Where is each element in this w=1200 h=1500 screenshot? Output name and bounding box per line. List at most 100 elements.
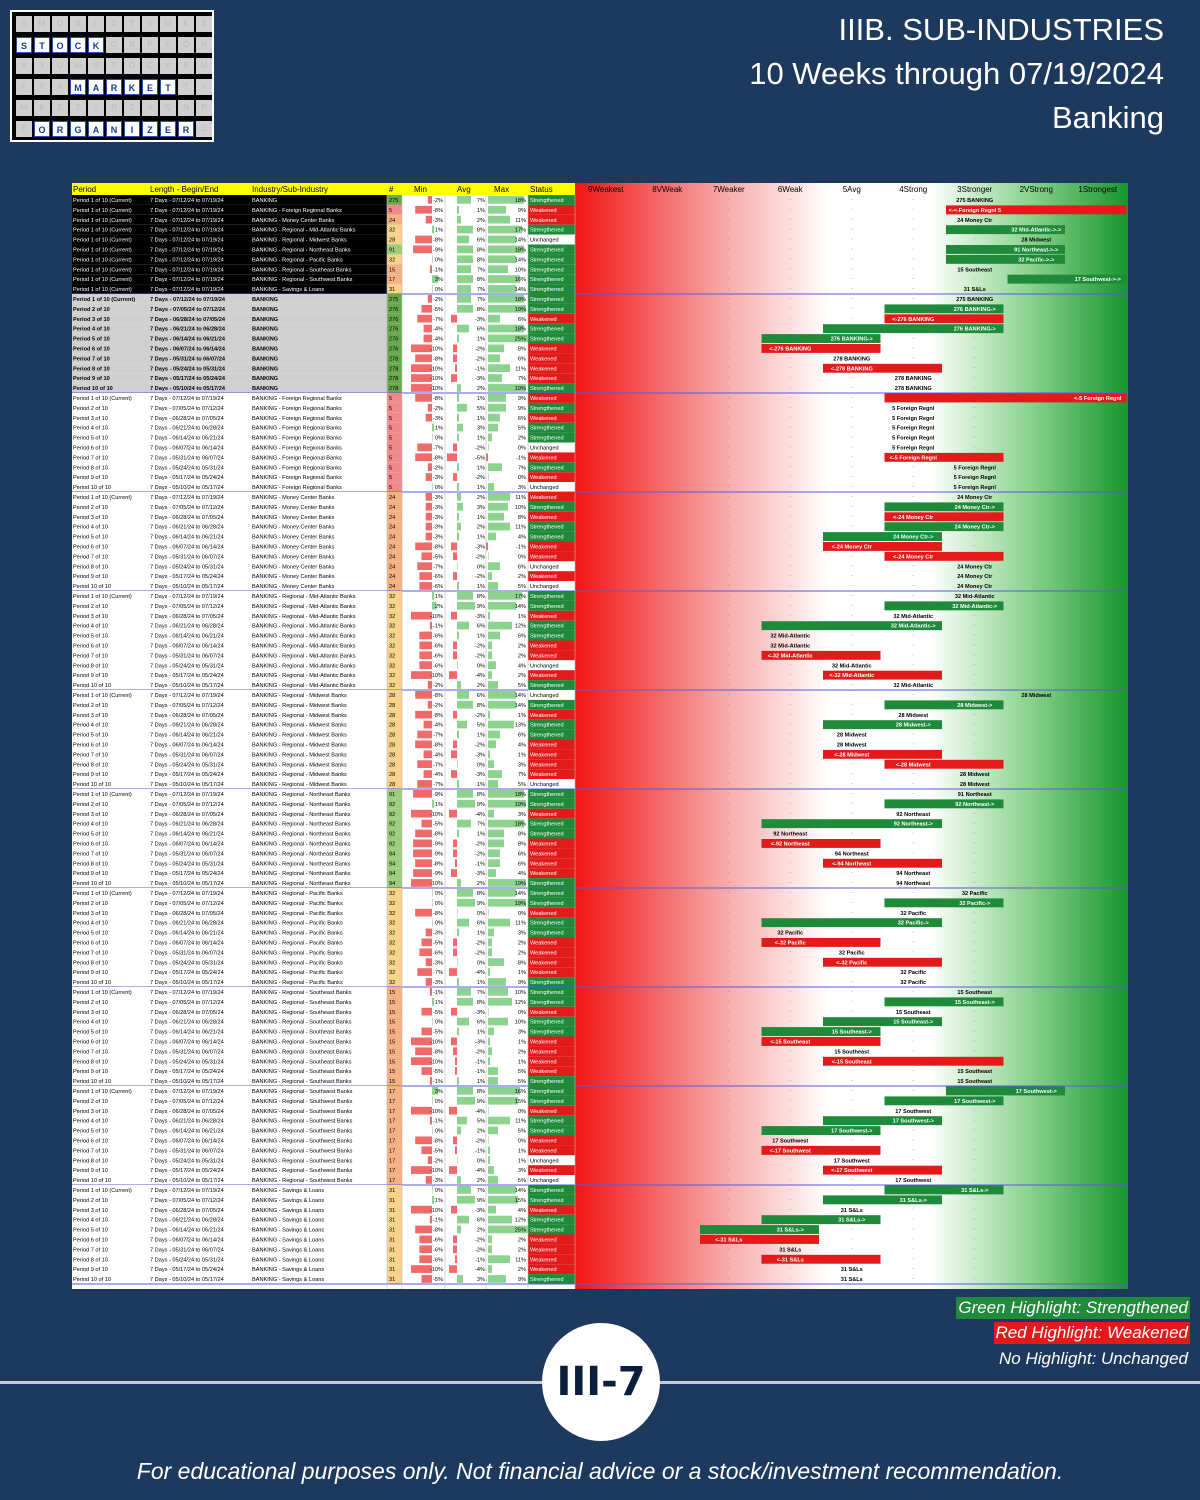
avg-text: -1% (475, 861, 485, 867)
status-cell (528, 1244, 575, 1255)
grid-dot (974, 882, 976, 883)
period-cell: Period 3 of 10 (73, 416, 108, 422)
count-cell (387, 531, 402, 542)
grid-dot (851, 634, 853, 636)
grid-dot (974, 426, 976, 428)
status-cell (528, 264, 575, 275)
grid-dot (974, 812, 976, 814)
logo-filler: G (106, 37, 122, 53)
avg-text: -2% (475, 653, 485, 659)
industry-cell: BANKING - Regional - Southeast Banks (252, 1079, 352, 1085)
count-text: 17 (389, 1119, 395, 1125)
status-text: Strengthened (530, 832, 564, 838)
logo-filler: K (178, 16, 194, 32)
grid-dot (728, 684, 730, 685)
max-bar (488, 661, 496, 669)
grid-dot (605, 703, 607, 705)
avg-bar (457, 245, 473, 254)
grid-dot (912, 1030, 914, 1032)
grid-dot (974, 1159, 976, 1161)
grid-dot (789, 555, 791, 557)
count-text: 31 (389, 1238, 395, 1244)
period-cell: Period 6 of 10 (73, 1040, 108, 1046)
rank-label: 17 Southwest-> (1016, 1089, 1058, 1095)
grid-dot (974, 218, 976, 220)
avg-text: -2% (475, 950, 485, 956)
status-cell (528, 482, 575, 492)
grid-dot (728, 842, 730, 844)
industry-cell: BANKING - Regional - Midwest Banks (252, 743, 347, 749)
grid-dot (666, 367, 668, 369)
max-text: 6% (518, 634, 526, 640)
grid-dot (605, 862, 607, 864)
grid-dot (1097, 1020, 1099, 1022)
count-cell (387, 670, 402, 681)
grid-dot (1035, 545, 1037, 547)
period-cell: Period 10 of 10 (73, 1178, 111, 1184)
grid-dot (1097, 406, 1099, 408)
grid-dot (1035, 743, 1037, 745)
grid-dot (1097, 1099, 1099, 1101)
min-text: -8% (433, 1228, 443, 1234)
logo-filler: B (178, 58, 194, 74)
logo-letter: N (106, 121, 122, 137)
rank-move-box (761, 344, 881, 353)
status-text: Weakened (530, 475, 557, 481)
grid-dot (789, 1099, 791, 1101)
logo-letter: R (52, 121, 68, 137)
industry-cell: BANKING - Regional - Southeast Banks (252, 1020, 352, 1026)
summary-row (72, 284, 387, 294)
min-text: -3% (433, 515, 443, 521)
min-text: -1% (433, 990, 443, 996)
max-bar (488, 1017, 508, 1026)
grid-dot (1097, 1268, 1099, 1269)
count-text: 17 (389, 1089, 395, 1095)
count-text: 276 (389, 317, 398, 323)
status-cell (528, 383, 575, 393)
grid-dot (912, 892, 914, 893)
grid-dot (666, 1010, 668, 1012)
industry-cell: BANKING - Regional - Southwest Banks (252, 1168, 353, 1174)
title-section: IIIB. SUB-INDUSTRIES (838, 12, 1164, 47)
grid-dot (851, 258, 853, 260)
length-cell: 7 Days - 06/07/24 to 06/14/24 (150, 347, 226, 353)
grid-dot (851, 852, 853, 854)
period-cell: Period 4 of 10 (73, 624, 108, 630)
count-text: 32 (389, 941, 395, 947)
industry-cell: BANKING - Regional - Pacific Banks (252, 950, 343, 956)
period-row (72, 977, 387, 987)
status-cell (528, 323, 575, 334)
grid-dot (605, 1189, 607, 1190)
rank-label: 28 Midwest-> (957, 703, 993, 709)
length-cell: 7 Days - 06/07/24 to 06/14/24 (150, 743, 224, 749)
grid-dot (1097, 1109, 1099, 1111)
grid-dot (789, 525, 791, 527)
logo-filler: E (52, 100, 68, 116)
count-text: 5 (389, 465, 392, 471)
rank-label: 15 Southeast-> (955, 1000, 996, 1006)
industry-cell: BANKING - Regional - Southeast Banks (252, 1069, 352, 1075)
min-bar (419, 572, 432, 580)
rank-label: 28 Midwest (1021, 238, 1051, 244)
grid-dot (912, 1228, 914, 1230)
min-bar (411, 1106, 432, 1115)
grid-dot (666, 456, 668, 458)
grid-dot (605, 1248, 607, 1250)
grid-dot (789, 1010, 791, 1012)
min-bar (415, 908, 432, 917)
period-row (72, 1105, 387, 1116)
logo-filler: Y (34, 58, 50, 74)
grid-dot (851, 1090, 853, 1091)
grid-dot (851, 515, 853, 517)
max-bar (488, 1126, 498, 1135)
max-bar (488, 770, 502, 778)
count-text: 17 (389, 1148, 395, 1154)
avg-text: 1% (477, 208, 485, 214)
grid-dot (1035, 575, 1037, 576)
rank-label: 31 S&Ls-> (961, 1188, 989, 1194)
min-bar (427, 295, 432, 303)
rank-label: 32 Mid-Atlantic (893, 614, 933, 620)
grid-dot (789, 951, 791, 953)
status-cell (528, 571, 575, 582)
period-row (72, 1135, 387, 1146)
